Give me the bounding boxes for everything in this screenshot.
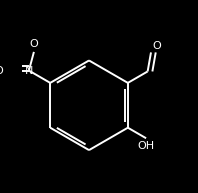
Text: O: O: [153, 41, 162, 51]
Text: O: O: [0, 66, 3, 76]
Text: OH: OH: [138, 141, 155, 151]
Text: N: N: [25, 66, 33, 76]
Text: O: O: [30, 39, 38, 49]
